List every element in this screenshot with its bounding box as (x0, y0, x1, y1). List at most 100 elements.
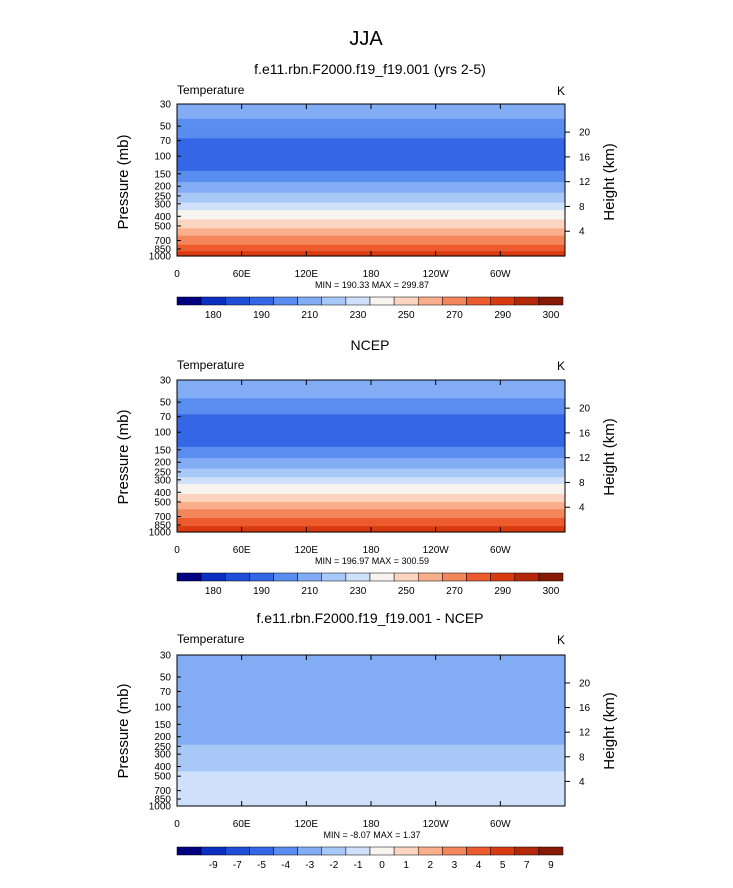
contour-band (177, 739, 565, 743)
colorbar-swatch (200, 846, 226, 856)
x-tick-label: 120W (423, 269, 450, 280)
panel-title: f.e11.rbn.F2000.f19_f19.001 (yrs 2-5) (254, 61, 486, 77)
colorbar-swatch (297, 572, 322, 582)
contour-band (177, 173, 565, 177)
height-tick-label: 8 (579, 478, 585, 489)
contour-band (177, 224, 565, 227)
contour-band (177, 387, 565, 392)
contour-band (177, 177, 565, 181)
y-tick-label: 1000 (149, 252, 172, 263)
x-tick-label: 60E (233, 819, 251, 830)
contour-band (177, 411, 565, 415)
colorbar-swatch (393, 846, 419, 856)
contour-band (177, 738, 565, 741)
y-tick-label: 50 (160, 122, 172, 133)
y-tick-label: 300 (154, 475, 171, 486)
contour-band (177, 409, 565, 413)
contour-band (177, 766, 565, 769)
colorbar-swatch (225, 846, 250, 856)
contour-band (177, 744, 565, 747)
panel-difference: f.e11.rbn.F2000.f19_f19.001 - NCEP Tempe… (115, 610, 618, 871)
contour-band (177, 465, 565, 468)
contour-band (177, 133, 565, 137)
contour-band (177, 497, 565, 500)
contour-band (177, 734, 565, 738)
colorbar-label: 270 (446, 586, 463, 597)
colorbar-swatch (176, 296, 202, 306)
x-tick-label: 180 (363, 819, 380, 830)
x-tick-label: 180 (363, 545, 380, 556)
contour-band (177, 197, 565, 200)
colorbar-label: 210 (301, 586, 318, 597)
height-tick-label: 8 (579, 752, 585, 763)
contour-band (177, 138, 565, 142)
contour-band (177, 414, 565, 418)
y-tick-label: 700 (154, 786, 171, 797)
contour-band (177, 792, 565, 795)
colorbar-swatch (200, 572, 226, 582)
contour-band (177, 248, 565, 251)
colorbar-swatch (442, 572, 467, 582)
contour-band (177, 404, 565, 408)
y-axis-label: Pressure (mb) (115, 134, 132, 229)
contour-band (177, 419, 565, 423)
contour-band (177, 772, 565, 776)
colorbar-swatch (273, 846, 298, 856)
contour-band (177, 156, 565, 160)
contour-band (177, 205, 565, 209)
contour-band (177, 498, 565, 501)
y-tick-label: 300 (154, 750, 171, 761)
contour-band (177, 473, 565, 476)
contour-band (177, 230, 565, 234)
colorbar-swatch (538, 572, 564, 582)
contour-band (177, 684, 565, 688)
colorbar-swatch (369, 296, 395, 306)
contour-band (177, 748, 565, 751)
contour-band (177, 762, 565, 766)
colorbar-swatch (369, 572, 395, 582)
contour-band (177, 424, 565, 428)
contour-band (177, 184, 565, 187)
colorbar-swatch (490, 846, 515, 856)
colorbar-swatch (249, 846, 274, 856)
x-tick-label: 0 (174, 545, 180, 556)
contour-band (177, 221, 565, 224)
colorbar-swatch (321, 572, 347, 582)
y-tick-label: 50 (160, 398, 172, 409)
y-tick-label: 150 (154, 445, 171, 456)
y-tick-label: 50 (160, 672, 172, 683)
contour-band (177, 488, 565, 491)
panel-model: f.e11.rbn.F2000.f19_f19.001 (yrs 2-5) Te… (115, 61, 618, 321)
contour-band (177, 449, 565, 453)
y-tick-label: 200 (154, 458, 171, 469)
contour-band (177, 658, 565, 663)
contour-band (177, 432, 565, 436)
contour-band (177, 478, 565, 481)
contour-band (177, 198, 565, 201)
contour-band (177, 523, 565, 526)
contour-band (177, 509, 565, 513)
contour-band (177, 785, 565, 789)
panel-title: f.e11.rbn.F2000.f19_f19.001 - NCEP (257, 610, 484, 626)
colorbar-swatch (442, 296, 467, 306)
colorbar-swatch (321, 846, 347, 856)
units-label: K (557, 84, 565, 98)
contour-band (177, 128, 565, 132)
colorbar-swatch (369, 846, 395, 856)
contour-band (177, 730, 565, 734)
contour-band (177, 458, 565, 461)
contour-band (177, 760, 565, 764)
colorbar-swatch (442, 846, 467, 856)
contour-band (177, 167, 565, 172)
y-tick-label: 70 (160, 687, 172, 698)
contour-band (177, 796, 565, 799)
contour-band (177, 148, 565, 152)
contour-band (177, 743, 565, 746)
contour-band (177, 398, 565, 403)
contour-band (177, 463, 565, 467)
contour-band (177, 440, 565, 445)
contour-band (177, 189, 565, 192)
contour-band (177, 517, 565, 520)
colorbar-swatch (466, 572, 491, 582)
height-tick-label: 8 (579, 202, 585, 213)
